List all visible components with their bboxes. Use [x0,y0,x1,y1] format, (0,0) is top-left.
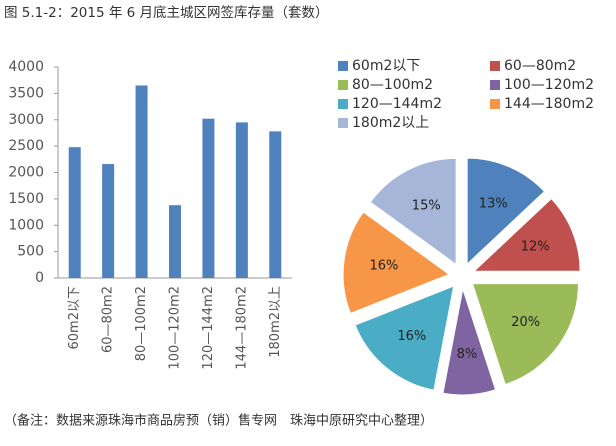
y-tick-label: 500 [17,244,44,260]
pie-slice [442,288,497,396]
x-tick-label: 120—144m2 [201,286,216,370]
legend-label: 60—80m2 [504,58,576,74]
y-tick-label: 2500 [8,138,44,154]
chart-title: 图 5.1-2：2015 年 6 月底主城区网签库存量（套数） [4,4,329,21]
pie-slice [466,157,546,266]
legend-label: 60m2以下 [352,58,420,74]
bar [68,147,81,278]
x-tick-label: 60m2以下 [67,286,82,349]
bar [169,205,181,278]
x-tick-label: 180m2以上 [268,286,283,358]
legend-swatch [338,118,348,128]
y-tick-label: 2000 [8,165,44,181]
pie-slice [471,283,580,386]
y-tick-label: 1500 [8,191,44,207]
slice-label: 20% [511,315,540,330]
legend-label: 144—180m2 [504,96,594,112]
slice-label: 16% [397,329,426,344]
bar [202,118,215,278]
x-tick-label: 80—100m2 [134,286,149,361]
slice-label: 15% [412,198,441,213]
note: （备注：数据来源珠海市商品房预（销）售专网 珠海中原研究中心整理） [4,413,433,429]
legend-swatch [490,99,500,109]
y-tick-label: 4000 [8,59,44,75]
x-tick-label: 60—80m2 [101,286,116,353]
slice-label: 16% [369,259,398,274]
pie-slice [369,157,457,266]
legend-swatch [338,80,348,90]
bar [102,164,115,278]
pie-slice [472,197,581,272]
y-tick-label: 3500 [8,85,44,101]
y-tick-label: 3000 [8,112,44,128]
legend-swatch [490,61,500,71]
legend-label: 80—100m2 [352,77,433,93]
legend-label: 180m2以上 [352,115,429,131]
slice-label: 13% [479,196,508,211]
legend-swatch [490,80,500,90]
y-tick-label: 0 [35,270,44,286]
bar [269,131,282,278]
x-tick-label: 144—180m2 [234,286,249,370]
legend-label: 100—120m2 [504,77,594,93]
legend-swatch [338,61,348,71]
pie-slice [342,211,451,315]
legend-swatch [338,99,348,109]
pie-slice [354,285,455,391]
y-tick-label: 1000 [8,217,44,233]
slice-label: 8% [457,347,478,362]
bar [135,85,148,279]
legend-label: 120—144m2 [352,96,442,112]
x-tick-label: 100—120m2 [168,286,183,370]
slice-label: 12% [521,240,550,255]
bar [235,122,248,278]
